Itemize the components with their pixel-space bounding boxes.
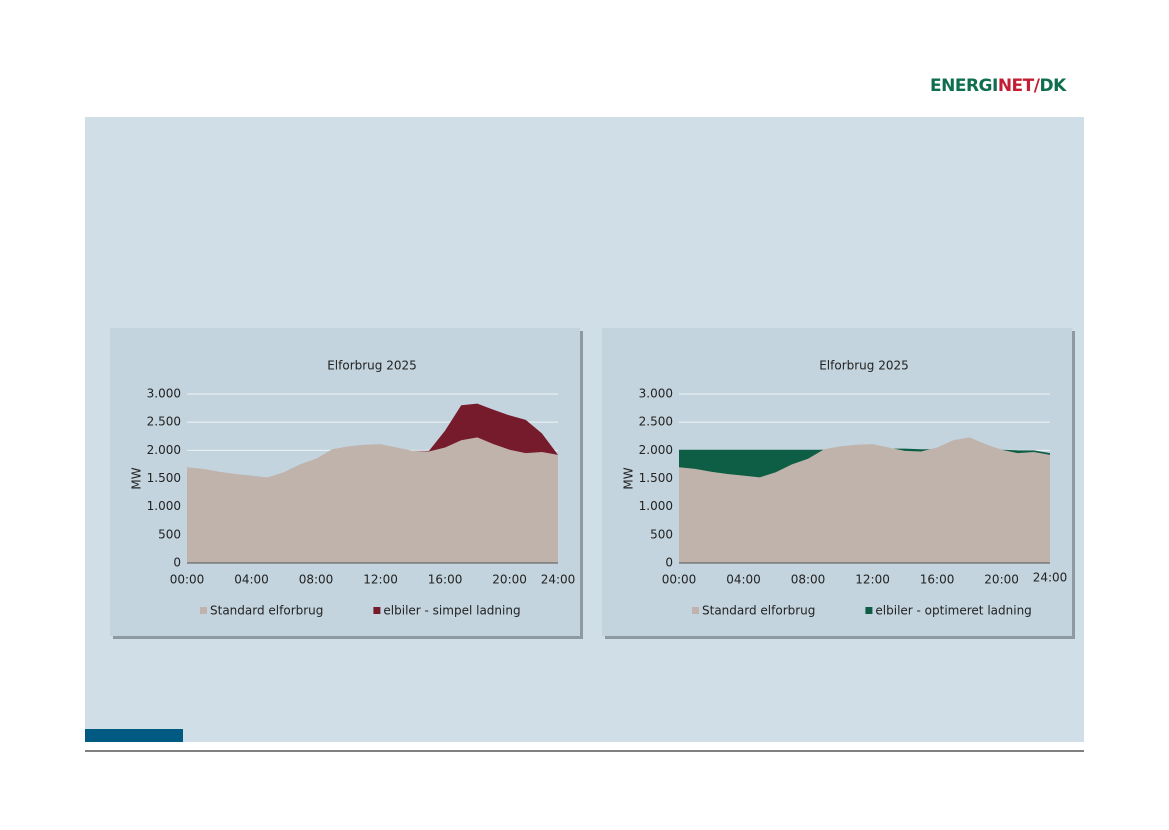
legend-swatch <box>692 607 699 614</box>
x-tick-label: 16:00 <box>920 573 955 587</box>
y-tick-label: 1.000 <box>147 499 181 513</box>
y-tick-label: 3.000 <box>147 387 181 401</box>
y-tick-label: 500 <box>650 527 673 541</box>
legend-label: Standard elforbrug <box>702 604 815 618</box>
y-tick-label: 3.000 <box>639 387 673 401</box>
x-tick-label: 04:00 <box>234 573 269 587</box>
legend-swatch <box>865 607 873 614</box>
y-tick-label: 500 <box>158 527 181 541</box>
legend-label: Standard elforbrug <box>210 604 323 618</box>
logo-part: DK <box>1039 76 1067 96</box>
x-tick-label: 00:00 <box>170 573 205 587</box>
x-tick-label: 16:00 <box>428 573 463 587</box>
x-tick-label: 24:00 <box>1033 571 1068 585</box>
logo-part: ENERGI <box>930 76 998 96</box>
chart: Elforbrug 2025 MW 0 500 1.000 1.500 2.000 2.500… <box>602 328 1075 639</box>
y-tick-label: 2.000 <box>639 443 673 457</box>
legend-label: elbiler - optimeret ladning <box>875 604 1031 618</box>
accent-bar <box>85 729 183 742</box>
legend-label: elbiler - simpel ladning <box>383 604 520 618</box>
x-tick-label: 12:00 <box>855 573 890 587</box>
logo-part: NET <box>998 76 1035 96</box>
y-tick-label: 0 <box>665 556 673 570</box>
area <box>679 437 1050 563</box>
y-tick-label: 2.500 <box>639 415 673 429</box>
y-tick-label: 0 <box>173 556 181 570</box>
legend-swatch <box>373 607 381 614</box>
chart-title: Elforbrug 2025 <box>819 359 909 373</box>
y-tick-label: 1.500 <box>147 471 181 485</box>
y-axis-label: MW <box>130 467 144 489</box>
x-tick-label: 08:00 <box>791 573 826 587</box>
x-tick-label: 00:00 <box>662 573 697 587</box>
y-tick-label: 1.500 <box>639 471 673 485</box>
x-tick-label: 20:00 <box>984 573 1019 587</box>
y-axis-label: MW <box>622 467 636 489</box>
x-tick-label: 12:00 <box>363 573 398 587</box>
y-tick-label: 2.000 <box>147 443 181 457</box>
x-tick-label: 20:00 <box>492 573 527 587</box>
chart: Elforbrug 2025 MW 0 500 1.000 1.500 2.000 2.500… <box>110 328 583 639</box>
chart-title: Elforbrug 2025 <box>327 359 417 373</box>
legend-swatch <box>200 607 207 614</box>
area <box>187 437 558 563</box>
y-tick-label: 1.000 <box>639 499 673 513</box>
x-tick-label: 08:00 <box>299 573 334 587</box>
logo-part: / <box>1034 76 1041 96</box>
y-tick-label: 2.500 <box>147 415 181 429</box>
x-tick-label: 04:00 <box>726 573 761 587</box>
logo: ENERGINET/DK <box>930 76 1067 96</box>
x-tick-label: 24:00 <box>541 573 576 587</box>
